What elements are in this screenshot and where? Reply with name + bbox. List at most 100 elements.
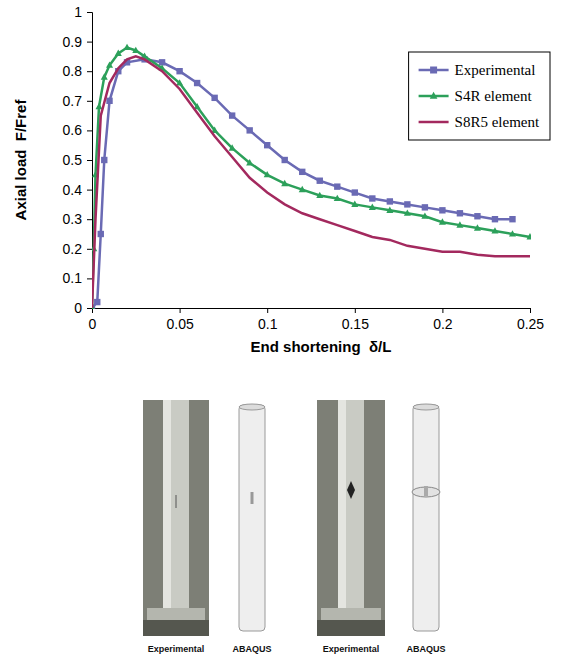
y-tick-label: 0 [74,300,82,316]
y-tick-label: 0.2 [63,241,83,257]
y-tick-mark [87,190,92,191]
x-tick: 0.15 [342,308,369,332]
y-tick-label: 0.1 [63,270,83,286]
y-tick: 0.6 [63,122,92,138]
y-tick-mark [87,101,92,102]
series-marker [229,144,236,150]
legend-item: S4R element [419,88,533,104]
x-tick-label: 0.1 [258,316,278,332]
series-marker [229,112,235,118]
abaqus-render [239,404,265,631]
x-tick-label: 0.15 [342,316,369,332]
series-marker [132,47,139,53]
legend-marker [430,67,437,74]
series-marker [316,192,323,198]
series-marker [101,157,107,163]
legend-label: S8R5 element [455,114,540,130]
y-tick-mark [87,249,92,250]
series-marker [282,157,288,163]
series-marker [334,183,340,189]
y-tick-label: 1 [74,4,82,20]
series-marker [106,98,112,104]
y-tick-mark [87,42,92,43]
series-marker [101,73,108,79]
series-marker [94,299,100,305]
y-tick-label: 0.4 [63,182,83,198]
y-tick-label: 0.3 [63,211,83,227]
y-tick-label: 0.7 [63,93,83,109]
legend-box [409,52,550,140]
y-tick-label: 0.6 [63,122,83,138]
y-tick: 0.3 [63,211,92,227]
series-marker [456,221,463,227]
x-tick: 0.1 [258,308,278,332]
series-marker [422,204,428,210]
experimental-photo [143,400,209,636]
series-marker [246,159,253,165]
legend: Experimental S4R element S8R5 element [409,52,550,140]
x-tick-label: 0.2 [433,316,453,332]
x-tick-label: 0 [89,316,97,332]
x-tick-label: 0.25 [517,316,544,332]
x-tick-mark [530,308,531,313]
series-marker [439,207,445,213]
series-marker [124,44,131,50]
series-marker [387,198,393,204]
y-tick: 0.5 [63,152,92,168]
y-tick: 0.8 [63,63,92,79]
y-tick-label: 0.5 [63,152,83,168]
x-tick-mark [267,308,268,313]
series-marker [281,180,288,186]
series-marker [176,79,183,85]
legend-label: S4R element [455,88,533,104]
series-marker [404,201,410,207]
series-marker [264,171,271,177]
y-tick: 0.9 [63,34,92,50]
y-tick: 0.2 [63,241,92,257]
photo-caption: Experimental [323,644,380,654]
series-marker [211,95,217,101]
series-marker [439,218,446,224]
y-tick: 0.7 [63,93,92,109]
series-marker [492,216,498,222]
series-marker [98,231,104,237]
y-axis-line [87,13,93,309]
y-tick-mark [87,278,92,279]
y-tick-mark [87,12,92,13]
series-marker [457,210,463,216]
y-tick-label: 0.9 [63,34,83,50]
photo-caption: ABAQUS [232,644,271,654]
legend-marker [430,92,438,99]
x-tick: 0.05 [166,308,193,332]
y-tick-mark [87,71,92,72]
series-marker [351,201,358,207]
x-tick: 0.2 [433,308,453,332]
series-marker [246,127,252,133]
x-tick: 0 [89,308,97,332]
x-tick: 0.25 [517,308,544,332]
x-tick-mark [355,308,356,313]
x-axis-line [93,309,531,314]
series-marker [474,224,481,230]
figure: 0 0.05 0.1 0.15 0.2 0.25 0 0.1 0.2 0.3 0.4 0.5 0.6 0.… [0,0,565,660]
x-tick-label: 0.05 [166,316,193,332]
photo-panels: Experimental ABAQUS Experimental ABAQUS [143,400,446,654]
series-marker [509,216,515,222]
experimental-photo [317,400,385,636]
series-marker [299,169,305,175]
x-tick-mark [180,308,181,313]
y-axis: 0 0.1 0.2 0.3 0.4 0.5 0.6 0.7 0.8 0.9 1 [63,4,93,316]
legend-item: Experimental [419,62,536,78]
y-tick-mark [87,130,92,131]
photo-caption: Experimental [148,644,205,654]
series-marker [352,189,358,195]
series-marker [491,227,498,233]
series-marker [334,195,341,201]
abaqus-render [412,404,440,631]
series-marker [176,68,182,74]
series-marker [404,209,411,215]
photo-caption: ABAQUS [406,644,445,654]
series-marker [264,142,270,148]
legend-item: S8R5 element [419,114,540,130]
series-marker [421,212,428,218]
